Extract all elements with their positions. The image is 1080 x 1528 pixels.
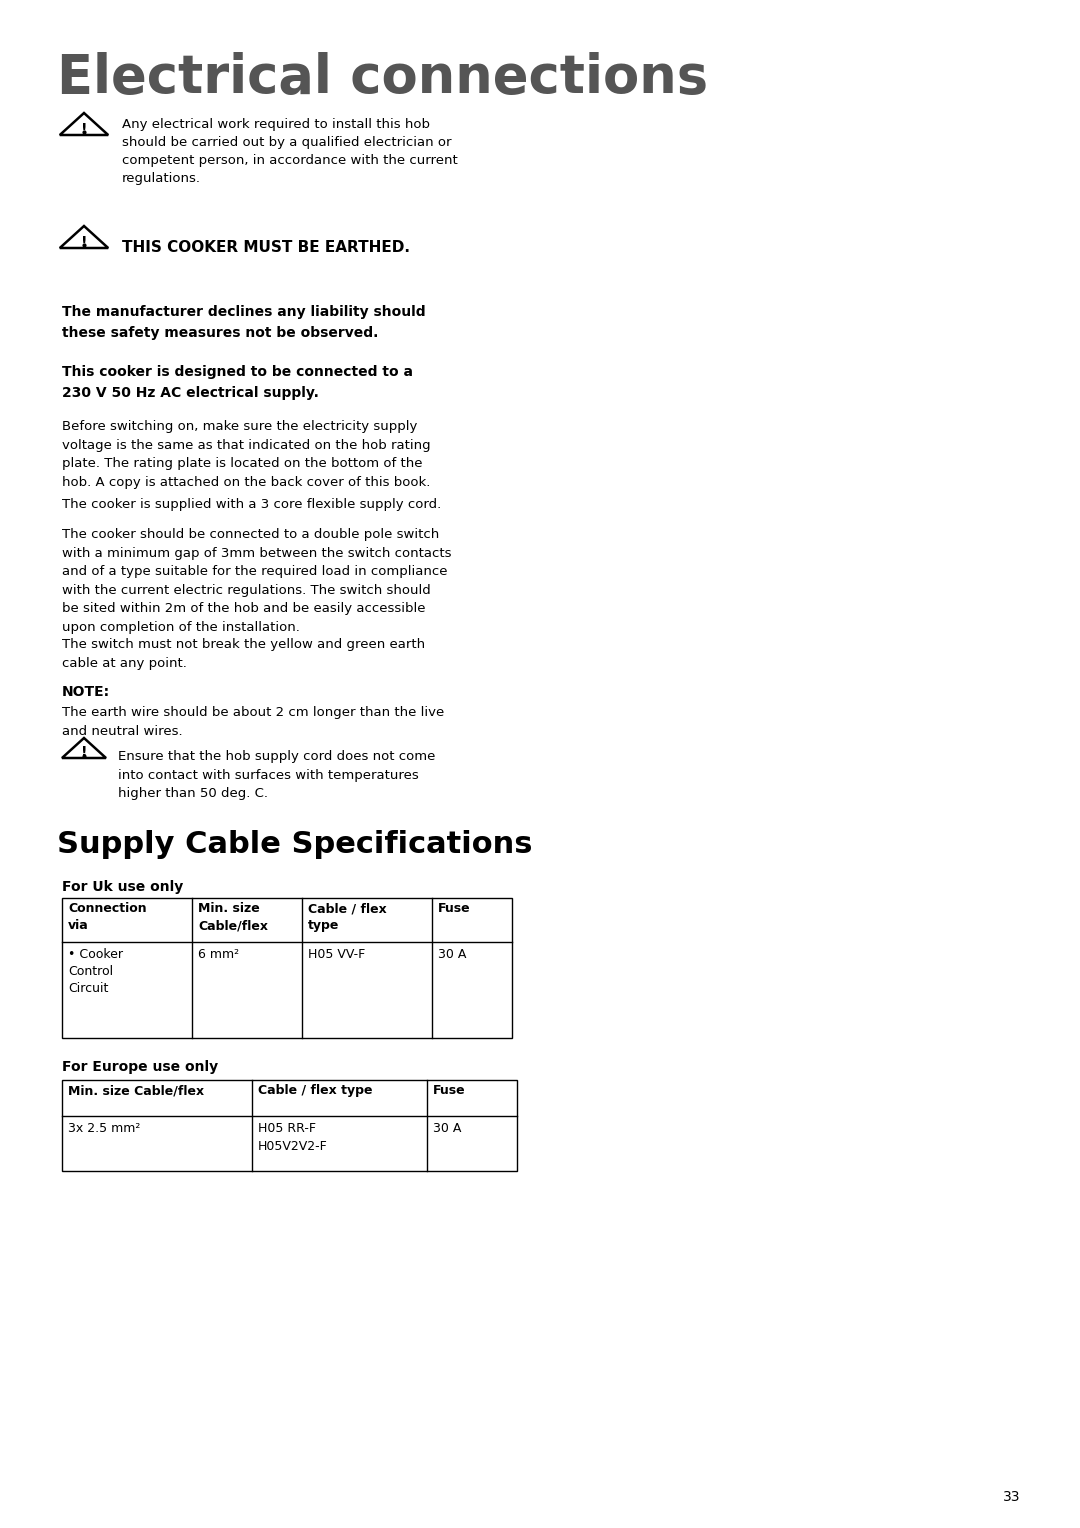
Text: 30 A: 30 A <box>433 1122 461 1135</box>
Text: The cooker should be connected to a double pole switch
with a minimum gap of 3mm: The cooker should be connected to a doub… <box>62 529 451 634</box>
Text: Supply Cable Specifications: Supply Cable Specifications <box>57 830 532 859</box>
Text: Fuse: Fuse <box>433 1083 465 1097</box>
Text: Connection
via: Connection via <box>68 902 147 932</box>
Text: The switch must not break the yellow and green earth
cable at any point.: The switch must not break the yellow and… <box>62 639 426 669</box>
Text: Ensure that the hob supply cord does not come
into contact with surfaces with te: Ensure that the hob supply cord does not… <box>118 750 435 801</box>
Text: NOTE:: NOTE: <box>62 685 110 698</box>
Text: 6 mm²: 6 mm² <box>198 947 239 961</box>
Text: 30 A: 30 A <box>438 947 467 961</box>
Bar <box>62 898 512 1038</box>
Text: Electrical connections: Electrical connections <box>57 52 708 104</box>
Text: !: ! <box>81 122 87 136</box>
Text: H05 RR-F
H05V2V2-F: H05 RR-F H05V2V2-F <box>258 1122 327 1154</box>
Text: For Europe use only: For Europe use only <box>62 1060 218 1074</box>
Text: Cable / flex type: Cable / flex type <box>258 1083 373 1097</box>
Text: The manufacturer declines any liability should
these safety measures not be obse: The manufacturer declines any liability … <box>62 306 426 339</box>
Text: THIS COOKER MUST BE EARTHED.: THIS COOKER MUST BE EARTHED. <box>122 240 410 255</box>
Text: Fuse: Fuse <box>438 902 471 915</box>
Bar <box>62 1080 517 1170</box>
Text: The cooker is supplied with a 3 core flexible supply cord.: The cooker is supplied with a 3 core fle… <box>62 498 442 510</box>
Text: Cable / flex
type: Cable / flex type <box>308 902 387 932</box>
Text: H05 VV-F: H05 VV-F <box>308 947 365 961</box>
Text: Any electrical work required to install this hob
should be carried out by a qual: Any electrical work required to install … <box>122 118 458 185</box>
Text: For Uk use only: For Uk use only <box>62 880 184 894</box>
Text: Min. size
Cable/flex: Min. size Cable/flex <box>198 902 268 932</box>
Text: 3x 2.5 mm²: 3x 2.5 mm² <box>68 1122 140 1135</box>
Text: Before switching on, make sure the electricity supply
voltage is the same as tha: Before switching on, make sure the elect… <box>62 420 431 489</box>
Text: !: ! <box>81 235 87 249</box>
Text: !: ! <box>81 746 87 759</box>
Text: This cooker is designed to be connected to a
230 V 50 Hz AC electrical supply.: This cooker is designed to be connected … <box>62 365 413 400</box>
Text: 33: 33 <box>1002 1490 1020 1504</box>
Text: Min. size Cable/flex: Min. size Cable/flex <box>68 1083 204 1097</box>
Text: The earth wire should be about 2 cm longer than the live
and neutral wires.: The earth wire should be about 2 cm long… <box>62 706 444 738</box>
Text: • Cooker
Control
Circuit: • Cooker Control Circuit <box>68 947 123 995</box>
